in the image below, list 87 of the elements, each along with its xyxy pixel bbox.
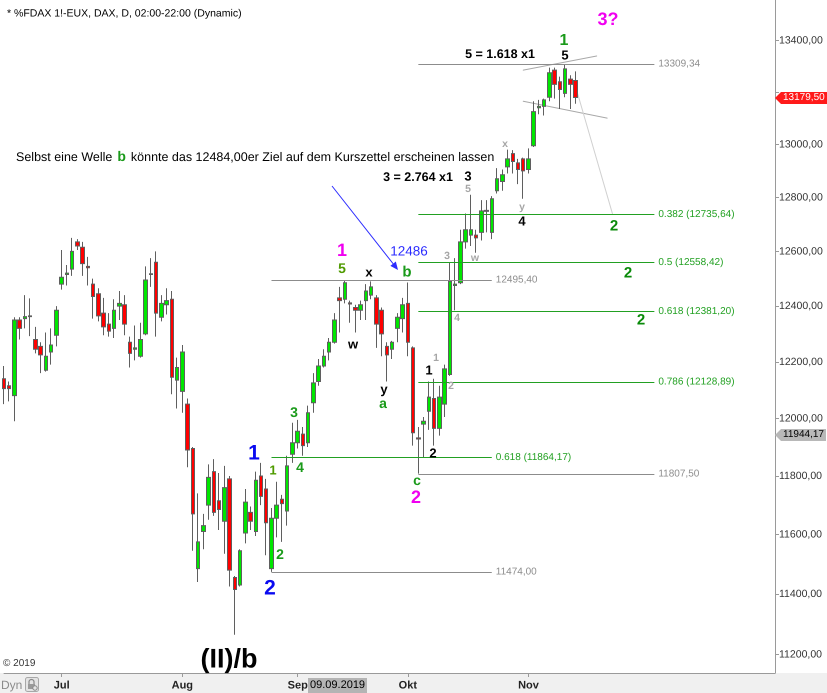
candlestick [531, 100, 536, 148]
candlestick [65, 264, 69, 286]
annotation: c [413, 472, 421, 488]
y-tick-label: 11800,00 [779, 470, 822, 482]
annotation: 4 [518, 214, 526, 228]
y-tick-label: 12400,00 [779, 300, 823, 312]
annotation: © 2019 [3, 658, 36, 669]
annotation: 5 [338, 260, 346, 276]
annotation: 1 [560, 32, 568, 49]
date-tag: 09.09.2019 [308, 678, 368, 693]
annotation: 1 [248, 442, 260, 464]
y-tick-label: 12200,00 [779, 356, 823, 368]
annotation: 2 [276, 546, 284, 562]
x-tick-label: Okt [398, 680, 418, 692]
annotation: a [379, 395, 387, 411]
annotation: 2 [429, 446, 437, 460]
annotation: 3 [464, 168, 472, 184]
y-tick-label: 11200,00 [779, 648, 822, 661]
candlestick [75, 238, 80, 251]
ref-line-label: 11474,00 [496, 566, 538, 578]
annotation: 5 [561, 48, 569, 62]
y-tick-label: 13000,00 [779, 138, 823, 150]
annotation: b [117, 148, 126, 164]
ref-line-label: 0.618 (12381,20) [658, 306, 735, 317]
ref-line-label: 0.382 (12735,64) [658, 209, 735, 220]
candlestick [70, 237, 74, 276]
ref-line-label: 0.618 (11864,17) [496, 452, 572, 463]
ref-line-label: 11807,50 [658, 468, 700, 480]
candlestick [59, 250, 64, 290]
text: Dyn [1, 678, 22, 692]
annotation: 2 [610, 218, 618, 234]
candlestick [421, 416, 426, 458]
y-tick-label: 12600,00 [779, 245, 823, 258]
candlestick [80, 241, 85, 276]
candlestick [348, 300, 352, 324]
annotation: b [402, 264, 412, 280]
annotation: y [380, 382, 388, 396]
annotation: 5 = 1.618 x1 [465, 46, 535, 61]
annotation: 1 [336, 240, 348, 260]
y-tick-label: 11600,00 [779, 528, 822, 540]
annotation: 5 [465, 182, 471, 195]
candlestick [54, 306, 59, 347]
annotation: 2 [448, 380, 454, 392]
annotation: 1 [269, 462, 277, 478]
candlestick [196, 492, 200, 583]
y-tick-label: 12000,00 [779, 412, 823, 424]
x-tick-label: Nov [518, 680, 540, 692]
annotation: 2 [410, 487, 422, 507]
text: * %FDAX 1!-EUX, DAX, D, 02:00-22:00 (Dynamic) [7, 8, 242, 20]
ref-line-label: 12495,40 [496, 274, 538, 286]
candlestick [411, 346, 415, 446]
y-tick-label: 12800,00 [779, 191, 823, 204]
y-tick-label: 13400,00 [779, 34, 823, 47]
annotation: 1 [425, 362, 433, 378]
ref-line-label: 0.5 (12558,42) [658, 257, 724, 268]
annotation: 1 [433, 352, 439, 364]
candlestick [143, 266, 148, 336]
candlestick [311, 372, 316, 414]
candlestick [44, 332, 48, 372]
annotation: 2 [264, 576, 276, 600]
annotation: 4 [296, 459, 304, 475]
annotation: y [519, 200, 525, 213]
annotation: 12486 [390, 243, 428, 258]
ref-line-label: 13309,34 [658, 58, 701, 70]
candlestick [416, 426, 421, 474]
annotation: Selbst eine Welle [16, 150, 112, 164]
x-tick-label: Sep [288, 680, 308, 692]
annotation: 3 [290, 404, 298, 420]
candlestick [201, 513, 206, 550]
annotation: w [470, 252, 480, 264]
candlestick [49, 328, 53, 366]
annotation: x [365, 264, 373, 280]
annotation: w [348, 336, 358, 352]
annotation: 3 = 2.764 x1 [383, 170, 453, 184]
annotation: x [502, 138, 508, 150]
annotation: 3 [444, 250, 450, 262]
x-tick-label: Aug [172, 680, 194, 692]
annotation: 4 [454, 312, 460, 324]
y-tick-label: 11400,00 [779, 588, 822, 600]
x-tick-label: Jul [54, 680, 70, 692]
annotation: könnte das 12484,00er Ziel auf dem Kurszettel erscheinen lassen [130, 150, 494, 164]
annotation: 2 [636, 312, 646, 328]
annotation: 3? [597, 9, 619, 29]
annotation: 2 [624, 264, 632, 282]
annotation: (II)/b [200, 644, 258, 674]
ref-line-label: 0.786 (12128,89) [658, 376, 735, 388]
candlestick [86, 256, 90, 286]
